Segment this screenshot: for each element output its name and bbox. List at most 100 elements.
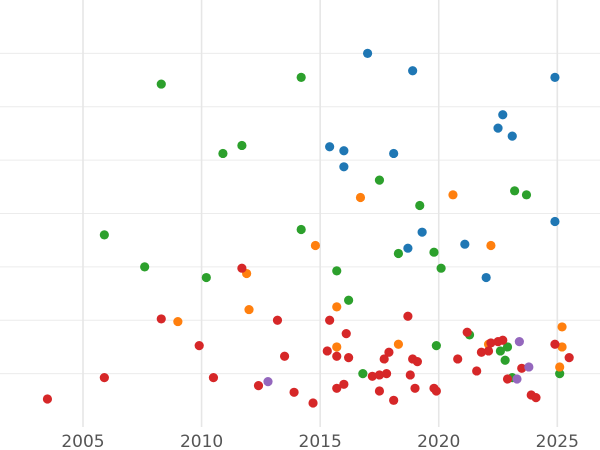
data-point-orange — [173, 316, 183, 327]
data-point-orange — [448, 190, 458, 200]
data-point-green — [555, 369, 565, 379]
data-point-red — [412, 357, 422, 367]
data-point-blue — [550, 72, 560, 82]
data-point-orange — [555, 362, 565, 372]
data-point-green — [201, 272, 211, 283]
data-point-red — [476, 347, 487, 357]
data-point-red — [325, 315, 335, 325]
data-point-blue — [498, 110, 508, 120]
data-point-green — [393, 248, 404, 259]
data-point-orange — [486, 240, 496, 251]
data-point-red — [322, 346, 332, 356]
data-point-green — [510, 186, 520, 196]
data-point-red — [237, 263, 247, 273]
data-point-purple — [524, 362, 534, 372]
data-point-green — [415, 200, 425, 211]
x-tick-label: 2005 — [61, 432, 104, 450]
data-point-red — [410, 383, 420, 393]
data-point-blue — [408, 66, 418, 76]
data-point-red — [502, 374, 513, 384]
data-point-green — [495, 346, 505, 356]
data-point-red — [384, 347, 394, 357]
data-point-red — [341, 328, 351, 339]
data-point-red — [253, 381, 264, 391]
data-point-red — [208, 373, 219, 383]
data-point-red — [289, 387, 299, 397]
data-point-red — [379, 354, 389, 364]
data-point-red — [374, 370, 385, 380]
data-point-green — [99, 230, 109, 240]
data-point-red — [483, 346, 494, 356]
data-point-orange — [310, 240, 321, 251]
data-point-purple — [514, 337, 524, 347]
data-point-red — [531, 393, 541, 403]
data-point-red — [498, 335, 508, 345]
data-point-blue — [417, 227, 427, 237]
data-point-green — [500, 355, 510, 365]
data-point-green — [436, 263, 446, 273]
data-point-green — [296, 224, 306, 235]
data-point-red — [472, 366, 482, 376]
data-point-red — [453, 354, 463, 364]
data-point-orange — [355, 192, 366, 203]
data-point-red — [389, 395, 399, 405]
data-point-green — [237, 140, 247, 151]
data-point-red — [332, 351, 342, 361]
data-point-red — [431, 386, 441, 396]
data-point-red — [332, 383, 342, 393]
data-point-blue — [325, 142, 335, 152]
data-point-blue — [389, 148, 399, 159]
data-point-purple — [512, 374, 522, 384]
data-point-green — [431, 341, 441, 351]
data-point-red — [381, 369, 392, 379]
data-point-orange — [557, 342, 567, 352]
data-point-red — [194, 341, 204, 351]
x-tick-label: 2020 — [417, 432, 460, 450]
data-point-red — [344, 353, 354, 363]
data-point-green — [429, 247, 439, 257]
data-point-red — [339, 379, 349, 389]
x-tick-label: 2010 — [180, 432, 223, 450]
data-point-blue — [493, 123, 503, 133]
data-point-green — [140, 262, 150, 272]
data-point-red — [272, 315, 283, 325]
data-point-red — [156, 314, 166, 324]
data-point-orange — [332, 342, 342, 352]
data-point-red — [42, 394, 53, 404]
data-point-red — [486, 338, 496, 348]
data-point-green — [296, 72, 306, 82]
data-point-blue — [362, 48, 373, 58]
data-point-green — [344, 295, 354, 305]
data-point-blue — [507, 131, 517, 141]
data-point-red — [308, 398, 318, 408]
data-point-blue — [339, 146, 349, 156]
data-point-blue — [481, 272, 491, 283]
data-point-green — [374, 175, 385, 185]
data-point-red — [403, 311, 413, 321]
data-point-blue — [460, 239, 470, 249]
data-point-purple — [263, 377, 273, 387]
data-point-red — [374, 386, 385, 396]
data-point-green — [358, 369, 368, 379]
data-point-red — [550, 339, 560, 349]
data-point-green — [218, 148, 228, 159]
data-point-orange — [332, 302, 342, 312]
data-point-orange — [244, 304, 254, 315]
grid-layer — [0, 0, 600, 427]
data-point-orange — [557, 322, 567, 332]
x-tick-label: 2015 — [299, 432, 342, 450]
data-point-red — [564, 353, 574, 363]
data-point-red — [99, 373, 109, 383]
data-point-red — [405, 370, 415, 380]
x-tick-labels: 2005 2010 2015 2020 2025 — [61, 432, 579, 450]
data-point-green — [502, 342, 513, 352]
data-point-green — [521, 190, 532, 200]
points-layer — [42, 48, 574, 408]
data-point-green — [332, 266, 342, 276]
data-point-blue — [403, 243, 413, 253]
data-point-red — [279, 351, 290, 361]
data-point-green — [156, 79, 166, 89]
data-point-red — [367, 371, 377, 381]
data-point-red — [462, 327, 472, 337]
